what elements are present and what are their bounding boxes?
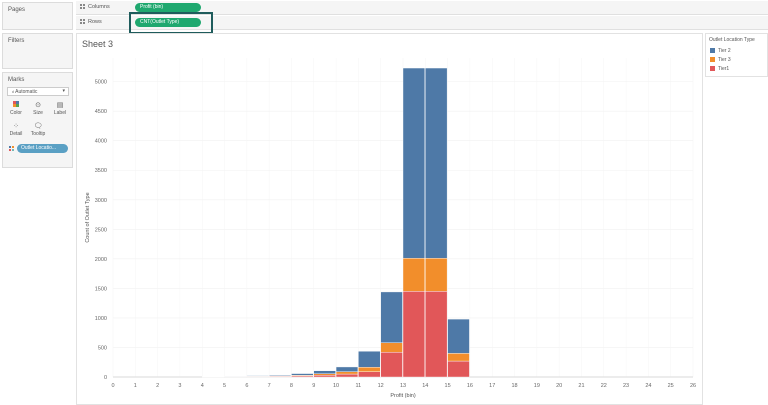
- filters-shelf[interactable]: Filters: [2, 33, 73, 69]
- color-label: Color: [10, 110, 22, 116]
- marks-title: Marks: [8, 77, 25, 83]
- pages-shelf[interactable]: Pages: [2, 2, 73, 30]
- rows-label: Rows: [80, 19, 102, 25]
- size-icon: ⊙: [35, 102, 41, 109]
- columns-label-text: Columns: [88, 4, 110, 10]
- legend-label: Tier 2: [718, 48, 731, 54]
- chevron-down-icon: ▾: [62, 88, 65, 94]
- size-label: Size: [33, 110, 43, 116]
- mark-type-icon: ıl: [12, 89, 16, 94]
- tooltip-label: Tooltip: [30, 131, 46, 137]
- columns-shelf[interactable]: Columns: [76, 1, 768, 15]
- detail-label: Detail: [9, 131, 23, 137]
- mark-type-value: Automatic: [15, 89, 38, 95]
- label-button[interactable]: ▤ Label: [50, 100, 70, 118]
- rows-pill[interactable]: CNT(Outlet Type): [135, 18, 201, 27]
- color-legend: Outlet Location Type Tier 2 Tier 3 Tier1: [705, 33, 768, 77]
- legend-swatch: [710, 48, 715, 53]
- legend-swatch: [710, 66, 715, 71]
- detail-icon: ⁘: [13, 123, 19, 130]
- legend-item-tier1[interactable]: Tier1: [710, 66, 729, 72]
- sheet-title: Sheet 3: [82, 39, 114, 49]
- tooltip-button[interactable]: 🗨 Tooltip: [28, 121, 48, 139]
- color-encoding-icon: [9, 146, 14, 151]
- columns-label: Columns: [80, 4, 110, 10]
- columns-pill[interactable]: Profit (bin): [135, 3, 201, 12]
- legend-label: Tier 3: [718, 57, 731, 63]
- columns-icon: [80, 4, 85, 9]
- mark-type-dropdown[interactable]: ıl Automatic ▾: [7, 87, 69, 96]
- detail-button[interactable]: ⁘ Detail: [6, 121, 26, 139]
- color-button[interactable]: Color: [6, 100, 26, 118]
- rows-label-text: Rows: [88, 19, 102, 25]
- legend-label: Tier1: [718, 66, 730, 72]
- legend-item-tier-2[interactable]: Tier 2: [710, 48, 731, 54]
- legend-swatch: [710, 57, 715, 62]
- label-icon: ▤: [56, 102, 64, 109]
- worksheet: Sheet 3: [76, 33, 703, 405]
- size-button[interactable]: ⊙ Size: [28, 100, 48, 118]
- highlight-box: [129, 12, 213, 34]
- rows-icon: [80, 19, 85, 24]
- label-label: Label: [53, 110, 67, 116]
- filters-title: Filters: [8, 38, 25, 44]
- pages-title: Pages: [8, 7, 26, 13]
- color-field-pill[interactable]: Outlet Locatio...: [17, 144, 68, 153]
- color-icon: [6, 101, 26, 110]
- rows-shelf[interactable]: Rows: [76, 16, 768, 30]
- legend-title: Outlet Location Type: [709, 37, 755, 43]
- tooltip-icon: 🗨: [33, 123, 43, 130]
- legend-item-tier-3[interactable]: Tier 3: [710, 57, 731, 63]
